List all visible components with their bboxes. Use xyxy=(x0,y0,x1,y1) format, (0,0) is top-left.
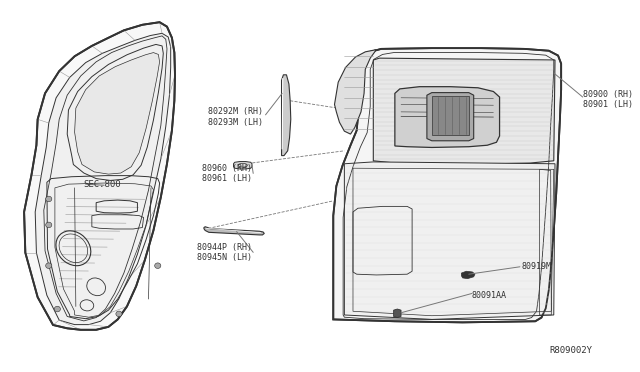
Ellipse shape xyxy=(45,263,52,269)
Ellipse shape xyxy=(45,222,52,228)
Text: 80944P (RH): 80944P (RH) xyxy=(197,243,252,251)
Ellipse shape xyxy=(155,263,161,269)
Polygon shape xyxy=(24,22,175,330)
Text: 80901 (LH): 80901 (LH) xyxy=(582,100,633,109)
Polygon shape xyxy=(204,227,264,235)
Polygon shape xyxy=(432,96,468,135)
Polygon shape xyxy=(35,33,171,325)
Ellipse shape xyxy=(54,306,60,312)
Text: 80961 (LH): 80961 (LH) xyxy=(202,174,252,183)
Text: R809002Y: R809002Y xyxy=(549,346,592,355)
Polygon shape xyxy=(333,48,561,323)
Text: 80292M (RH): 80292M (RH) xyxy=(208,108,263,116)
Polygon shape xyxy=(344,162,555,320)
Ellipse shape xyxy=(45,196,52,202)
Text: 80919M: 80919M xyxy=(521,262,551,271)
Polygon shape xyxy=(427,93,474,141)
Polygon shape xyxy=(394,309,401,318)
Text: 80091AA: 80091AA xyxy=(472,291,507,300)
Text: 80960 (RH): 80960 (RH) xyxy=(202,164,252,173)
Text: 80900 (RH): 80900 (RH) xyxy=(582,90,633,99)
Polygon shape xyxy=(395,87,500,147)
Text: SEC.800: SEC.800 xyxy=(84,180,122,189)
Polygon shape xyxy=(373,58,555,164)
Polygon shape xyxy=(461,271,475,279)
Polygon shape xyxy=(282,75,291,155)
Polygon shape xyxy=(75,52,159,174)
Ellipse shape xyxy=(116,311,122,317)
Text: 80945N (LH): 80945N (LH) xyxy=(197,253,252,262)
Polygon shape xyxy=(234,161,252,169)
Text: 80293M (LH): 80293M (LH) xyxy=(208,118,263,127)
Polygon shape xyxy=(335,49,376,134)
